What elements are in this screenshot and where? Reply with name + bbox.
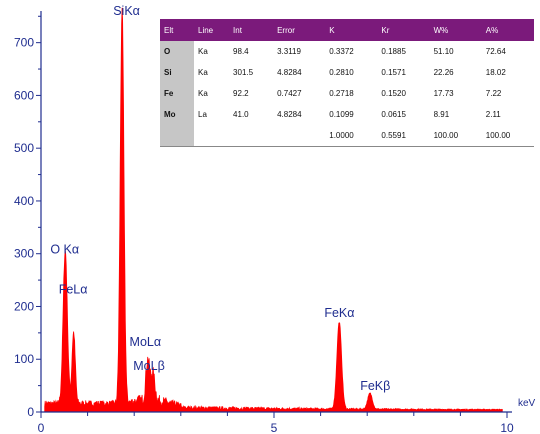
table-column-header: Elt xyxy=(160,19,194,41)
table-cell: 100.00 xyxy=(485,131,511,140)
table-cell xyxy=(229,125,273,147)
y-tick-label: 700 xyxy=(14,36,34,50)
table-cell: 51.10 xyxy=(433,47,454,56)
table-cell: Ka xyxy=(198,89,208,98)
peak-labels-layer: SiKα O Kα FeLα MoLα MoLβ FeKα FeKβ xyxy=(50,4,390,393)
table-column-header: A% xyxy=(481,19,534,41)
table-cell: 8.91 xyxy=(433,110,450,119)
table-cell: 92.2 xyxy=(233,89,249,98)
table-cell: 3.3119 xyxy=(277,47,301,56)
table-cell: 18.02 xyxy=(485,68,506,77)
table-cell: La xyxy=(198,110,207,119)
peak-label: FeKα xyxy=(324,306,354,320)
y-tick-label: 200 xyxy=(14,299,34,313)
x-tick-label: 5 xyxy=(271,421,278,434)
table-header-row: Elt Line Int Error K Kr W% A% xyxy=(160,19,534,41)
table-cell: 301.5 xyxy=(233,68,254,77)
y-tick-label: 300 xyxy=(14,247,34,261)
table-cell: 0.1099 xyxy=(329,110,354,119)
table-cell: Ka xyxy=(198,47,208,56)
spectrum-layer xyxy=(44,7,503,413)
element-cell xyxy=(160,125,194,147)
table-column-header: Int xyxy=(229,19,274,41)
table-cell: 2.11 xyxy=(485,110,501,119)
table-row: 1.0000 0.5591 100.00 100.00 xyxy=(160,125,534,147)
peak-label: MoLα xyxy=(130,335,162,349)
table-cell: 1.0000 xyxy=(329,131,354,140)
composition-table: Elt Line Int Error K Kr W% A% O Ka 98.4 3.3119 0.33… xyxy=(160,19,534,147)
peak-label: FeLα xyxy=(59,282,88,296)
x-axis-unit-label: keV xyxy=(518,398,536,409)
table-column-header: W% xyxy=(429,19,482,41)
table-cell: 0.1520 xyxy=(381,89,406,98)
table-body: O Ka 98.4 3.3119 0.3372 0.1885 51.10 72.64 Si Ka 3… xyxy=(160,41,534,147)
table-cell xyxy=(194,125,229,147)
table-cell: 41.0 xyxy=(233,110,249,119)
table-column-header: Line xyxy=(194,19,230,41)
element-cell: O xyxy=(160,41,194,62)
table-row: Si Ka 301.5 4.8284 0.2810 0.1571 22.26 18.02 xyxy=(160,62,534,83)
table-row: Fe Ka 92.2 0.7427 0.2718 0.1520 17.73 7.22 xyxy=(160,83,534,104)
table-cell: 0.2718 xyxy=(329,89,354,98)
table-cell: 0.2810 xyxy=(329,68,354,77)
y-tick-label: 500 xyxy=(14,141,34,155)
table-cell: 0.7427 xyxy=(277,89,302,98)
x-tick-label: 0 xyxy=(38,421,45,434)
table-cell: 0.3372 xyxy=(329,47,354,56)
table-cell: 7.22 xyxy=(485,89,502,98)
table-cell: 0.1885 xyxy=(381,47,406,56)
x-tick-label: 10 xyxy=(500,421,514,434)
y-tick-label: 400 xyxy=(14,194,34,208)
table-cell: 100.00 xyxy=(433,131,459,140)
table-column-header: Kr xyxy=(377,19,430,41)
y-tick-label: 0 xyxy=(27,405,34,419)
element-cell: Si xyxy=(160,62,194,83)
table-cell: 4.8284 xyxy=(277,110,302,119)
table-cell: 4.8284 xyxy=(277,68,302,77)
spectrum-trace xyxy=(44,7,503,413)
table-column-header: Error xyxy=(273,19,326,41)
table-cell: 22.26 xyxy=(433,68,454,77)
element-cell: Mo xyxy=(160,104,194,125)
peak-label: FeKβ xyxy=(360,379,390,393)
table-cell: 98.4 xyxy=(233,47,249,56)
peak-label: SiKα xyxy=(113,4,140,18)
table-column-header: K xyxy=(325,19,378,41)
table-cell: 0.1571 xyxy=(381,68,406,77)
y-tick-label: 600 xyxy=(14,88,34,102)
axes-layer: 0 100 200 300 400 500 600 700 0 5 10 keV xyxy=(14,11,536,434)
table-cell: 0.0615 xyxy=(381,110,406,119)
table-row: Mo La 41.0 4.8284 0.1099 0.0615 8.91 2.11 xyxy=(160,104,534,125)
table-cell: Ka xyxy=(198,68,208,77)
y-tick-label: 100 xyxy=(14,352,34,366)
table-cell: 17.73 xyxy=(433,89,454,98)
peak-label: MoLβ xyxy=(133,359,165,373)
table-cell xyxy=(273,125,325,147)
peak-label: O Kα xyxy=(50,243,79,257)
table-cell: 72.64 xyxy=(485,47,506,56)
table-row: O Ka 98.4 3.3119 0.3372 0.1885 51.10 72.64 xyxy=(160,41,534,62)
table-cell: 0.5591 xyxy=(381,131,406,140)
element-cell: Fe xyxy=(160,83,194,104)
